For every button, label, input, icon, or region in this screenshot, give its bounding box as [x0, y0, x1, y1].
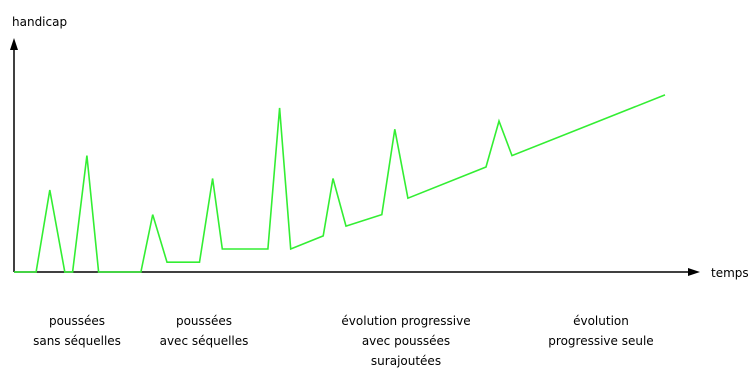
phase-label-relapses-no-sequelae: poussées sans séquelles: [33, 311, 121, 351]
series-line: [14, 94, 666, 273]
phase-label-line: évolution progressive: [341, 314, 471, 328]
y-axis-arrow-icon: [10, 38, 18, 50]
phase-label-line: sans séquelles: [33, 334, 121, 348]
phase-label-progressive-only: évolution progressive seule: [548, 311, 653, 351]
phase-label-line: poussées: [48, 314, 106, 328]
phase-label-line: poussées: [175, 314, 233, 328]
y-axis-label: handicap: [12, 15, 67, 29]
phase-label-line: avec poussées: [361, 334, 451, 348]
series-layer: [14, 94, 666, 273]
phase-label-line: avec séquelles: [159, 334, 249, 348]
x-axis-arrow-icon: [688, 268, 700, 276]
phase-label-line: surajoutées: [370, 354, 442, 368]
phase-label-line: progressive seule: [548, 334, 654, 348]
phase-label-line: évolution: [573, 314, 629, 328]
axes: [10, 38, 700, 276]
phase-label-progressive-with-relapses: évolution progressive avec poussées sura…: [341, 311, 470, 371]
phase-label-relapses-with-sequelae: poussées avec séquelles: [160, 311, 249, 351]
x-axis-label: temps: [711, 266, 749, 280]
